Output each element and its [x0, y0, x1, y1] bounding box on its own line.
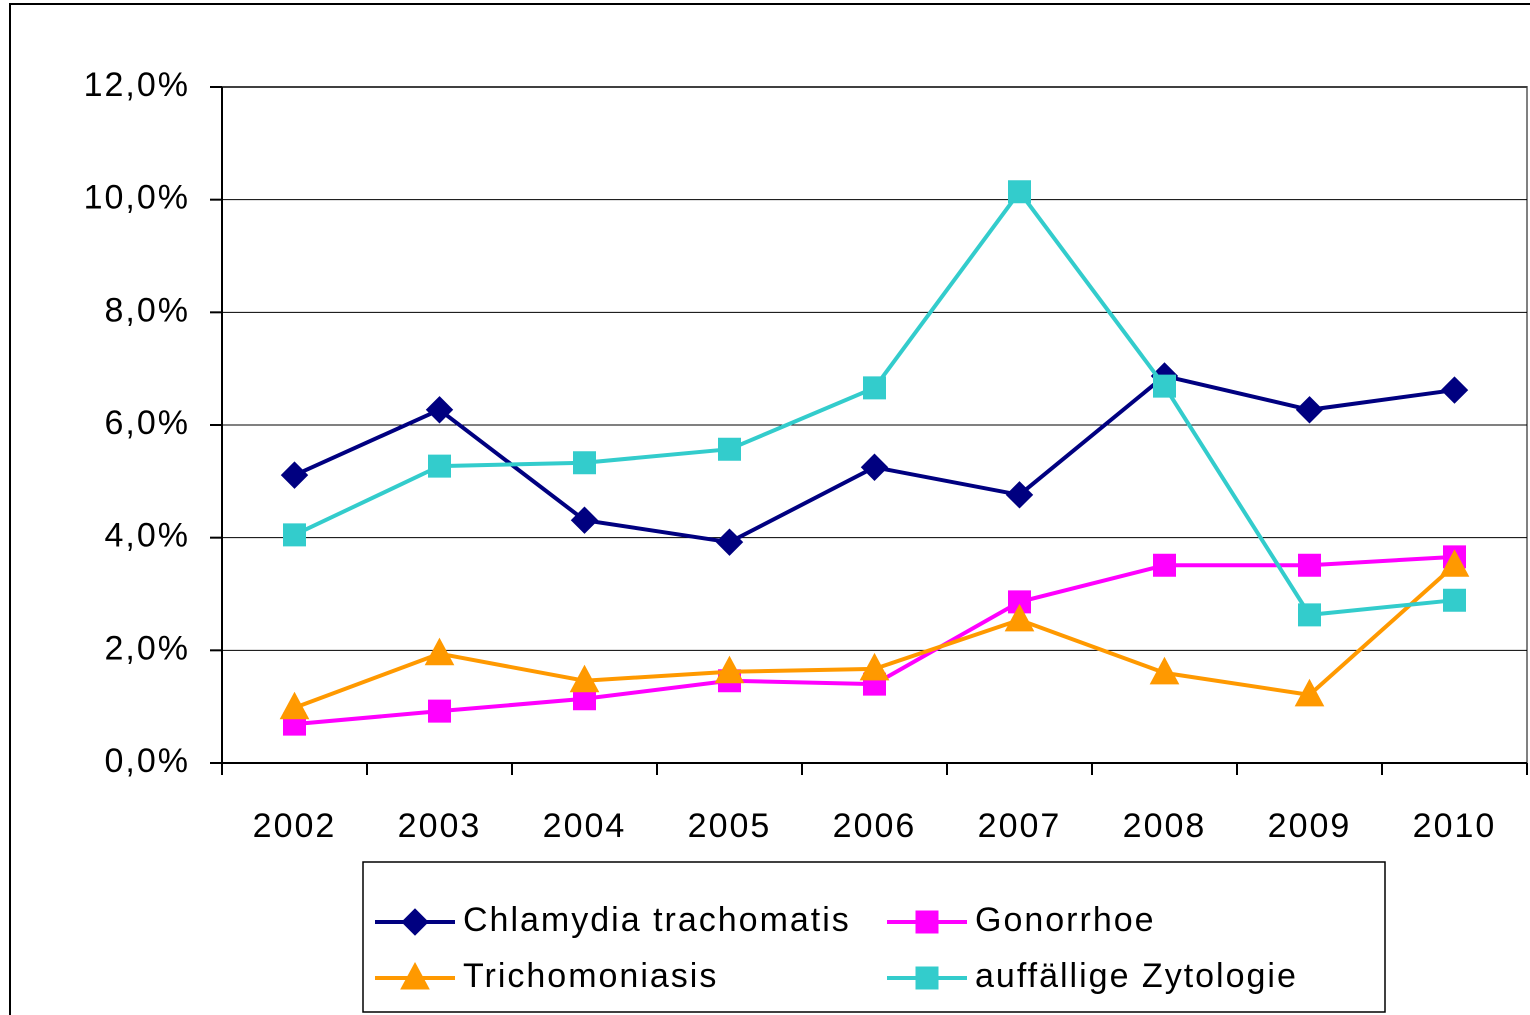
legend-label: Trichomoniasis	[463, 957, 718, 995]
data-point	[1153, 374, 1176, 398]
data-point	[1439, 549, 1470, 577]
data-point	[280, 461, 309, 489]
data-point	[715, 528, 744, 556]
y-tick-label: 12,0%	[84, 66, 190, 104]
x-tick-label: 2004	[543, 807, 627, 845]
legend-box	[362, 861, 1386, 1013]
legend-marker	[400, 961, 430, 990]
y-tick-label: 0,0%	[105, 742, 191, 780]
data-point	[1005, 481, 1034, 509]
legend-marker	[915, 966, 939, 990]
x-tick-label: 2008	[1123, 807, 1207, 845]
data-point	[718, 437, 741, 461]
legend-label: Gonorrhoe	[975, 901, 1156, 939]
y-tick-label: 2,0%	[105, 629, 191, 667]
x-tick-label: 2002	[253, 807, 337, 845]
legend-marker	[401, 908, 429, 936]
data-point	[1298, 553, 1321, 577]
y-tick-label: 6,0%	[105, 404, 191, 442]
data-point	[570, 506, 599, 534]
data-point	[860, 453, 889, 481]
legend-label: Chlamydia trachomatis	[463, 901, 851, 939]
data-point	[1008, 180, 1031, 204]
data-point	[569, 664, 600, 693]
y-tick-label: 10,0%	[84, 179, 190, 217]
y-tick-label: 8,0%	[105, 291, 191, 329]
data-point	[424, 637, 455, 666]
x-tick-label: 2009	[1268, 807, 1352, 845]
data-point	[1008, 590, 1031, 614]
x-tick-label: 2003	[398, 807, 482, 845]
data-point	[428, 699, 451, 723]
data-point	[425, 396, 454, 424]
data-point	[714, 655, 745, 684]
data-point	[863, 376, 886, 400]
y-tick-label: 4,0%	[105, 517, 191, 555]
legend-label: auffällige Zytologie	[975, 957, 1298, 995]
x-tick-label: 2007	[978, 807, 1062, 845]
data-point	[1298, 603, 1321, 627]
data-point	[1443, 588, 1466, 612]
x-tick-label: 2005	[688, 807, 772, 845]
data-point	[428, 454, 451, 478]
data-point	[1440, 376, 1469, 404]
data-point	[1294, 678, 1325, 707]
data-point	[279, 691, 310, 720]
data-point	[1004, 603, 1035, 632]
data-point	[1153, 553, 1176, 577]
x-tick-label: 2010	[1413, 807, 1497, 845]
data-point	[573, 451, 596, 475]
legend-marker	[915, 910, 939, 934]
data-point	[283, 523, 306, 547]
data-point	[859, 652, 890, 681]
x-tick-label: 2006	[833, 807, 917, 845]
data-point	[1149, 656, 1180, 685]
data-point	[1295, 396, 1324, 424]
